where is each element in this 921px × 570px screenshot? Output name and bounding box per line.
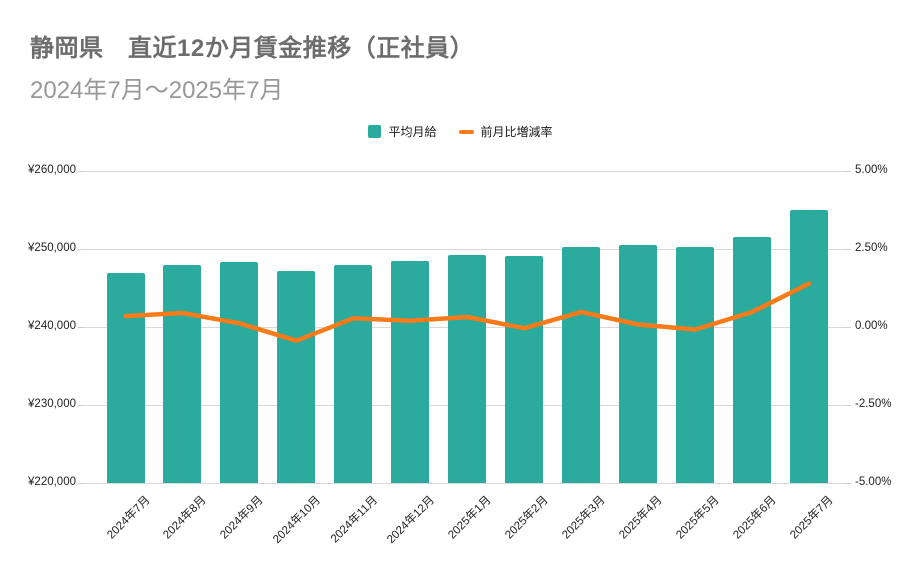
legend-item: 前月比増減率 bbox=[458, 123, 553, 140]
y-axis-label-right: 5.00% bbox=[855, 164, 888, 176]
y-axis-label-right: -2.50% bbox=[855, 398, 892, 410]
left-axis-tick bbox=[78, 405, 84, 406]
bar bbox=[733, 237, 772, 483]
bar bbox=[163, 264, 202, 483]
y-axis-label-left: ¥240,000 bbox=[28, 320, 76, 332]
bar bbox=[106, 273, 145, 483]
bar bbox=[676, 246, 715, 483]
bar bbox=[334, 265, 373, 483]
x-axis-label: 2025年2月 bbox=[503, 494, 551, 542]
left-axis-tick bbox=[78, 327, 84, 328]
chart-title: 静岡県 直近12か月賃金推移（正社員） bbox=[30, 35, 475, 62]
x-axis-label: 2024年9月 bbox=[218, 494, 267, 542]
y-axis-label-left: ¥220,000 bbox=[28, 476, 76, 488]
legend-item-label: 前月比増減率 bbox=[480, 125, 553, 139]
right-axis-tick bbox=[845, 483, 851, 484]
x-axis-label: 2025年6月 bbox=[731, 494, 779, 542]
x-axis-label: 2025年3月 bbox=[560, 494, 608, 542]
right-axis-tick bbox=[845, 327, 851, 328]
right-axis-tick bbox=[845, 249, 851, 250]
bar bbox=[790, 210, 829, 483]
x-axis-label: 2024年10月 bbox=[271, 494, 323, 547]
left-axis-tick bbox=[78, 483, 84, 484]
y-axis-label-left: ¥230,000 bbox=[28, 398, 76, 410]
legend-item: 平均月給 bbox=[368, 123, 437, 140]
legend-bar-swatch-icon bbox=[368, 125, 382, 138]
bar bbox=[277, 270, 316, 483]
gridline bbox=[84, 483, 845, 484]
y-axis-label-left: ¥260,000 bbox=[28, 164, 76, 176]
x-axis-label: 2025年1月 bbox=[446, 494, 494, 542]
bar bbox=[619, 245, 658, 483]
y-axis-label-right: -5.00% bbox=[855, 476, 892, 488]
gridline bbox=[84, 171, 845, 172]
y-axis-label-right: 0.00% bbox=[855, 320, 888, 332]
bar bbox=[391, 261, 430, 483]
x-axis-label: 2024年7月 bbox=[104, 494, 153, 542]
legend-line-swatch-icon bbox=[458, 129, 474, 134]
y-axis-label-left: ¥250,000 bbox=[28, 242, 76, 254]
right-axis-tick bbox=[845, 405, 851, 406]
x-axis-label: 2025年7月 bbox=[788, 494, 836, 542]
left-axis-tick bbox=[78, 249, 84, 250]
chart-subtitle: 2024年7月～2025年7月 bbox=[30, 77, 284, 104]
legend-item-label: 平均月給 bbox=[388, 125, 437, 139]
x-axis-label: 2024年8月 bbox=[161, 494, 210, 542]
gridline bbox=[84, 249, 845, 250]
y-axis-label-right: 2.50% bbox=[855, 242, 888, 254]
right-axis-tick bbox=[845, 171, 851, 172]
legend: 平均月給 前月比増減率 bbox=[0, 123, 921, 140]
bar bbox=[448, 255, 487, 483]
x-axis-label: 2025年4月 bbox=[617, 494, 665, 542]
x-axis-label: 2024年12月 bbox=[385, 494, 437, 547]
left-axis-tick bbox=[78, 171, 84, 172]
bar bbox=[562, 246, 601, 483]
x-axis-label: 2024年11月 bbox=[328, 494, 380, 546]
bar bbox=[505, 256, 544, 483]
bar bbox=[220, 262, 259, 483]
x-axis-label: 2025年5月 bbox=[674, 494, 722, 542]
